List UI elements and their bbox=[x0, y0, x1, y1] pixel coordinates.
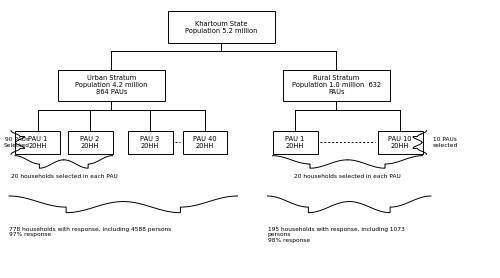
Text: 20 households selected in each PAU: 20 households selected in each PAU bbox=[10, 174, 118, 179]
Text: 195 households with response, including 1073
persons
98% response: 195 households with response, including … bbox=[268, 227, 404, 243]
Text: PAU 1
20HH: PAU 1 20HH bbox=[286, 136, 304, 149]
FancyBboxPatch shape bbox=[128, 131, 172, 154]
Text: Rural Stratum
Population 1.0 million  632
PAUs: Rural Stratum Population 1.0 million 632… bbox=[292, 76, 381, 95]
Text: Khartoum State
Population 5.2 million: Khartoum State Population 5.2 million bbox=[185, 21, 258, 34]
FancyBboxPatch shape bbox=[15, 131, 60, 154]
FancyBboxPatch shape bbox=[378, 131, 422, 154]
FancyBboxPatch shape bbox=[282, 70, 390, 101]
Text: PAU 3
20HH: PAU 3 20HH bbox=[140, 136, 160, 149]
Text: Urban Stratum
Population 4.2 million
864 PAUs: Urban Stratum Population 4.2 million 864… bbox=[75, 76, 148, 95]
Text: PAU 2
20HH: PAU 2 20HH bbox=[80, 136, 100, 149]
Text: 20 households selected in each PAU: 20 households selected in each PAU bbox=[294, 174, 401, 179]
FancyBboxPatch shape bbox=[68, 131, 112, 154]
Text: 10 PAUs
selected: 10 PAUs selected bbox=[432, 137, 458, 148]
Text: PAU 40
20HH: PAU 40 20HH bbox=[193, 136, 217, 149]
FancyBboxPatch shape bbox=[272, 131, 318, 154]
FancyBboxPatch shape bbox=[168, 11, 275, 43]
FancyBboxPatch shape bbox=[182, 131, 228, 154]
Text: 778 households with response, including 4588 persons
97% response: 778 households with response, including … bbox=[9, 227, 171, 237]
Text: PAU 1
20HH: PAU 1 20HH bbox=[28, 136, 47, 149]
Text: PAU 10
20HH: PAU 10 20HH bbox=[388, 136, 412, 149]
FancyBboxPatch shape bbox=[58, 70, 165, 101]
Text: 90 PAUs
Selected: 90 PAUs Selected bbox=[4, 137, 30, 148]
